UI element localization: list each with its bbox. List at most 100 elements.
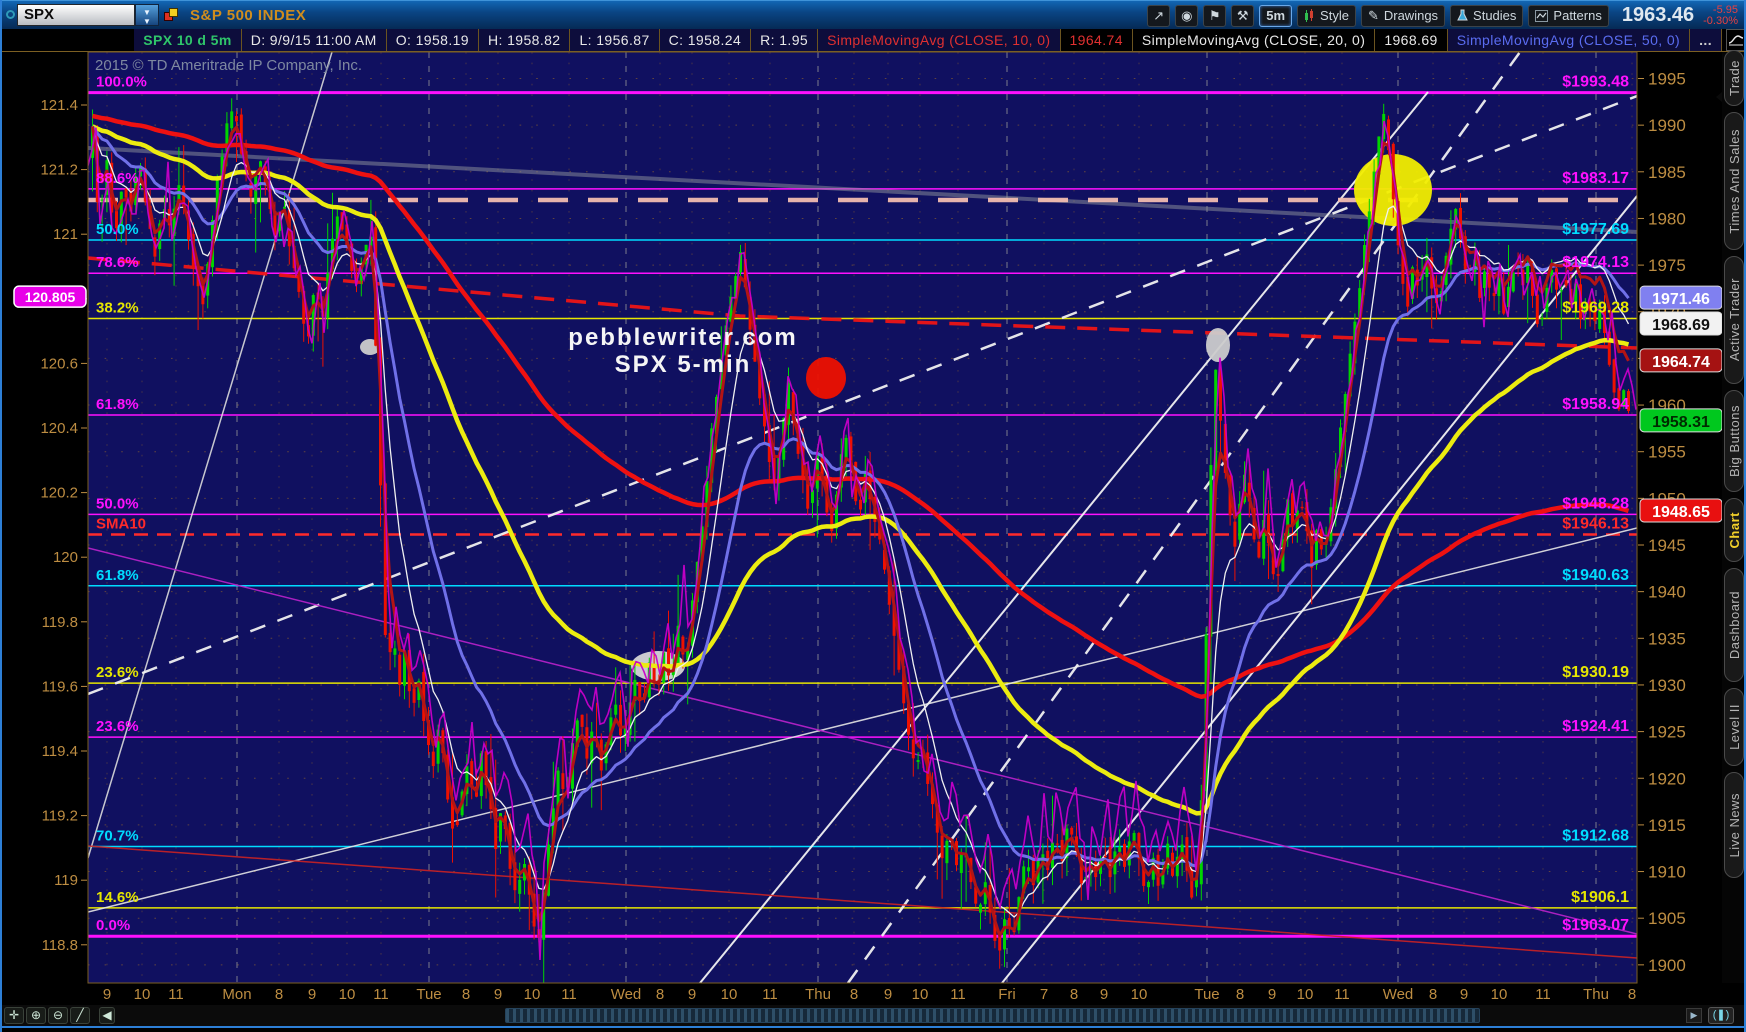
gray-ellipse-highlight-right[interactable] (1206, 328, 1230, 362)
candle-body (1627, 391, 1630, 412)
price-bubble-value: 1964.74 (1652, 354, 1710, 371)
candle-body (580, 714, 584, 727)
time-axis-label: 8 (275, 986, 283, 1003)
candle-body (167, 208, 171, 226)
tab-label: Trade (1726, 60, 1742, 96)
fib-price-label: $1993.48 (1562, 74, 1629, 91)
white-steep-trendline-mid[interactable] (699, 91, 1429, 983)
flag-icon[interactable]: ⚑ (1203, 4, 1227, 27)
tab-level-ii[interactable]: Level II (1724, 688, 1744, 766)
left-axis-tick-label: 120 (53, 549, 78, 566)
time-axis-label: Wed (1383, 986, 1414, 1003)
candle-body (979, 904, 982, 913)
time-axis-label: 11 (168, 986, 184, 1003)
zoom-out-icon[interactable]: ⊖ (48, 1007, 68, 1024)
time-scrollbar[interactable] (505, 1008, 1480, 1023)
candle-body (249, 182, 253, 197)
zoom-in-icon[interactable]: ⊕ (26, 1007, 46, 1024)
candle-body (494, 807, 498, 850)
candle-body (412, 688, 416, 703)
candle-body (935, 804, 939, 833)
candle-body (883, 549, 886, 570)
drawings-button[interactable]: ✎ Drawings (1360, 4, 1446, 27)
share-icon[interactable]: ↗ (1147, 4, 1171, 27)
price-bubble: 1968.69 (1639, 311, 1723, 336)
candle-body (345, 224, 349, 247)
time-axis-label: 11 (373, 986, 389, 1003)
symbol-link-dot[interactable] (6, 10, 15, 19)
candle-body (115, 211, 118, 229)
candle-body (215, 180, 219, 222)
left-axis-strip (0, 52, 88, 1005)
studies-button[interactable]: Studies (1450, 4, 1524, 27)
candle-body (427, 719, 430, 746)
red-circle-highlight[interactable] (806, 357, 846, 399)
right-axis-tick-label: 1910 (1648, 863, 1686, 882)
symbol-dropdown-button[interactable]: ▼ ▼ (135, 4, 159, 26)
study-sma50-label[interactable]: SimpleMovingAvg (CLOSE, 50, 0) (1447, 29, 1691, 51)
purple-declining-trendline[interactable] (88, 547, 1637, 935)
chart-style-icon[interactable] (1726, 29, 1746, 51)
tab-trade[interactable]: Trade (1724, 50, 1744, 106)
tab-active-trader[interactable]: Active Trader (1724, 256, 1744, 384)
time-axis-label: 10 (1131, 986, 1148, 1003)
style-button[interactable]: Style (1297, 4, 1356, 27)
grid-link-icon[interactable] (164, 8, 180, 23)
tools-icon[interactable]: ⚒ (1231, 4, 1255, 27)
price-bubble-value: 1968.69 (1652, 317, 1710, 334)
scroll-right-button[interactable]: ▶ (1686, 1008, 1702, 1023)
candle-body (1257, 541, 1261, 558)
left-axis-tick-label: 119 (54, 872, 78, 889)
tab-live-news[interactable]: Live News (1724, 772, 1744, 878)
field-datetime: D: 9/9/15 11:00 AM (241, 29, 387, 51)
fib-pct-label: 23.6% (96, 718, 139, 735)
fib-pct-label: 50.0% (96, 495, 139, 512)
white-steep-trendline-left[interactable] (88, 52, 333, 859)
candle-body (638, 681, 642, 702)
candle-body (676, 625, 680, 665)
candle-body (1070, 827, 1074, 835)
expand-panel-button[interactable]: (❚) (1708, 1007, 1734, 1024)
change-value: -5.95 (1712, 3, 1738, 16)
pan-crosshair-icon[interactable]: ✛ (4, 1007, 24, 1024)
study-sma10-label[interactable]: SimpleMovingAvg (CLOSE, 10, 0) (818, 29, 1061, 51)
target-icon[interactable]: ◉ (1175, 4, 1199, 27)
white-dashed-shallow-trendline[interactable] (88, 94, 1637, 696)
study-sma20-label[interactable]: SimpleMovingAvg (CLOSE, 20, 0) (1132, 29, 1376, 51)
secondary-symbol-overlay (88, 120, 1637, 961)
fib-pct-label: 61.8% (96, 396, 139, 413)
time-axis-label: Fri (998, 986, 1016, 1003)
white-shallow-trendline-lower[interactable] (88, 527, 1637, 913)
symbol-input[interactable]: SPX (17, 4, 135, 26)
red-thin-declining-trendline[interactable] (88, 845, 1637, 959)
candle-body (225, 123, 229, 152)
tab-big-buttons[interactable]: Big Buttons (1724, 390, 1744, 492)
watermark-line1: pebblewriter.com (568, 324, 797, 351)
candle-body (1147, 881, 1150, 888)
candle-body (1411, 267, 1414, 299)
tab-dashboard[interactable]: Dashboard (1724, 568, 1744, 682)
patterns-button[interactable]: Patterns (1528, 4, 1609, 27)
candle-body (859, 499, 862, 510)
candle-body (1507, 286, 1510, 307)
white-steep-trendline-right[interactable] (1001, 195, 1637, 983)
candle-body (451, 797, 454, 829)
left-axis-tick-label: 119.4 (42, 743, 78, 760)
collapse-left-icon[interactable]: ◀ (99, 1007, 115, 1024)
tab-chart[interactable]: Chart (1724, 498, 1744, 562)
tab-times-and-sales[interactable]: Times And Sales (1724, 112, 1744, 250)
studies-more-button[interactable]: ... (1690, 29, 1722, 51)
candle-body (177, 185, 181, 209)
timeframe-button[interactable]: 5m (1259, 4, 1293, 27)
time-axis[interactable]: 9 10 11 Mon 8 9 10 11 Tue 8 9 10 11 Wed 8 9 10 11 Thu 8 9 10 1… (103, 986, 1636, 1003)
time-axis-label: 10 (721, 986, 738, 1003)
candle-body (297, 273, 301, 292)
rail-collapse-arrow[interactable] (1716, 92, 1722, 102)
red-dashed-declining-trendline[interactable] (88, 256, 1637, 350)
right-axis-tick-label: 1915 (1648, 816, 1686, 835)
draw-line-icon[interactable]: ╱ (70, 1007, 90, 1024)
candle-body (667, 648, 670, 676)
time-axis-label: 9 (1268, 986, 1276, 1003)
